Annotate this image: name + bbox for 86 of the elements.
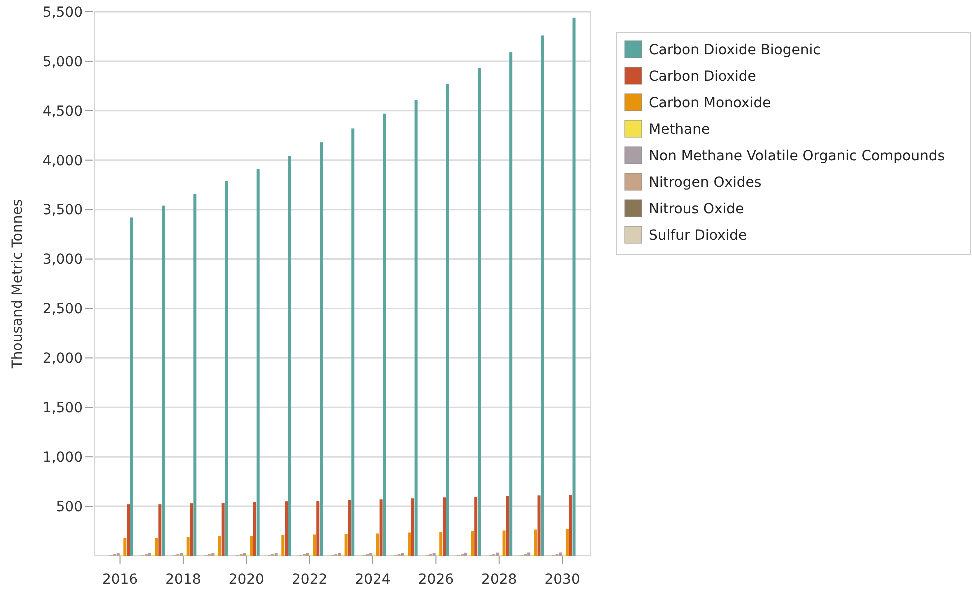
bar [348, 500, 352, 556]
legend-label: Non Methane Volatile Organic Compounds [649, 148, 946, 164]
bar [344, 534, 348, 556]
bar [572, 18, 576, 556]
y-tick-label: 4,500 [42, 104, 83, 120]
bar [190, 504, 194, 556]
x-tick-label: 2028 [482, 572, 518, 588]
bar [496, 552, 499, 556]
y-tick-label: 5,000 [42, 54, 83, 70]
y-tick-label: 2,000 [42, 351, 83, 368]
y-tick-label: 2,500 [42, 302, 83, 318]
bar [446, 84, 450, 556]
bar [478, 68, 481, 556]
y-tick-label: 5,500 [42, 4, 83, 21]
bar [274, 553, 278, 556]
x-tick-label: 2022 [292, 572, 328, 588]
bar [471, 531, 474, 556]
bar [320, 142, 324, 556]
bar [474, 497, 478, 556]
x-tick-label: 2030 [544, 572, 580, 588]
bar [338, 553, 342, 556]
bar [464, 552, 468, 556]
x-tick-label: 2026 [418, 572, 454, 588]
bar [411, 498, 414, 556]
bar [432, 553, 436, 556]
bar [180, 553, 184, 556]
y-axis-title: Thousand Metric Tonnes [10, 199, 26, 370]
bar [541, 36, 544, 556]
legend-label: Methane [649, 122, 710, 138]
bar [502, 530, 506, 556]
bar [408, 532, 412, 556]
bar [127, 504, 130, 556]
bar [510, 52, 513, 556]
bar [124, 538, 127, 556]
bar [194, 194, 197, 556]
bar [383, 114, 386, 556]
bar [288, 156, 292, 556]
bar [559, 552, 562, 556]
bar [306, 553, 310, 556]
bar [253, 502, 256, 556]
bar [313, 534, 316, 556]
bar [222, 503, 225, 556]
y-tick-label: 3,000 [42, 252, 83, 268]
bar [130, 218, 134, 556]
y-tick-label: 4,000 [42, 153, 83, 170]
x-tick-label: 2016 [102, 572, 138, 588]
legend-label: Nitrous Oxide [649, 201, 744, 218]
bar [285, 502, 288, 556]
y-tick-label: 3,500 [42, 202, 83, 219]
bar [414, 100, 418, 556]
bar [401, 553, 404, 556]
legend-label: Carbon Dioxide Biogenic [649, 42, 821, 58]
bar [440, 532, 443, 556]
bar [376, 534, 380, 556]
bar [442, 498, 446, 556]
y-tick-label: 1,000 [42, 450, 83, 466]
x-tick-label: 2024 [355, 572, 391, 588]
bar [352, 128, 355, 556]
x-tick-label: 2018 [166, 572, 202, 588]
legend-label: Sulfur Dioxide [649, 228, 748, 244]
bar [250, 536, 254, 556]
bar [566, 529, 569, 556]
bar [506, 496, 510, 556]
bar [256, 169, 260, 556]
bar [282, 535, 285, 556]
y-tick-label: 1,500 [42, 400, 83, 417]
bar [218, 536, 222, 556]
legend-label: Nitrogen Oxides [649, 174, 762, 191]
bar [316, 501, 320, 556]
bar [528, 552, 531, 556]
legend-label: Carbon Monoxide [649, 95, 772, 112]
bar [370, 553, 373, 556]
bar [538, 496, 541, 556]
bar [534, 530, 538, 556]
bar [186, 537, 190, 556]
bar [569, 495, 572, 556]
x-tick-label: 2020 [228, 572, 264, 588]
legend-label: Carbon Dioxide [649, 68, 756, 85]
bar [225, 181, 228, 556]
bar [380, 500, 383, 556]
y-tick-label: 500 [56, 499, 83, 516]
bar [158, 504, 162, 556]
bar [212, 553, 215, 556]
bar [155, 538, 158, 556]
bar [243, 553, 246, 556]
bar [162, 206, 166, 556]
